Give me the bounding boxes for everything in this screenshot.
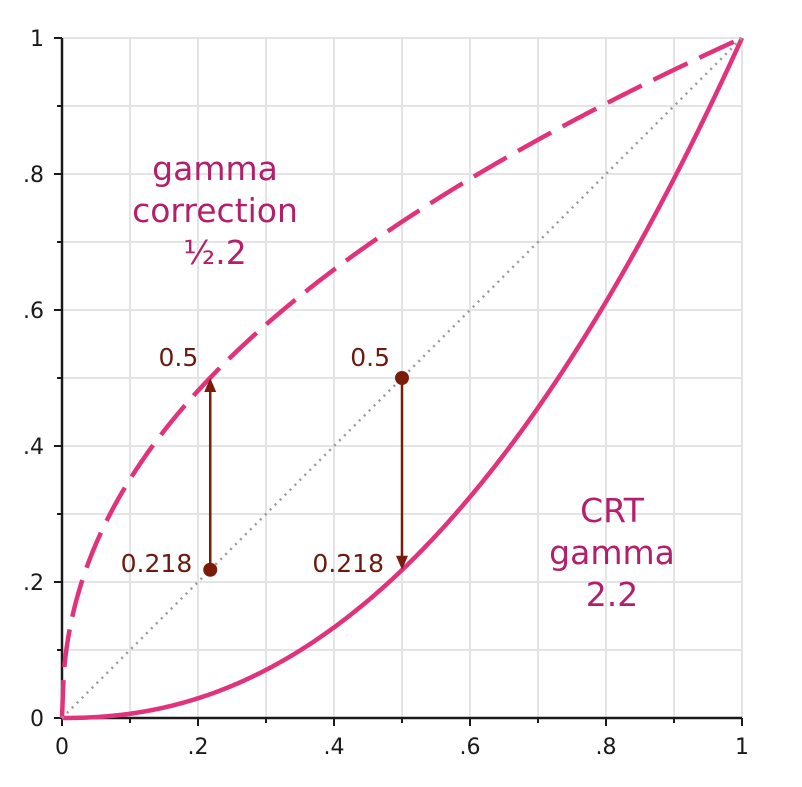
y-tick-labels: 0 .2 .4 .6 .8 1 — [23, 27, 44, 732]
marker-arrowhead — [396, 555, 408, 570]
curve-label-line: gamma — [549, 533, 675, 572]
y-tick-label: .6 — [23, 299, 44, 324]
grid — [62, 37, 743, 718]
curve-label-line: CRT — [580, 491, 645, 530]
x-tick-label: .2 — [188, 735, 209, 760]
gamma-correction-curve — [59, 35, 743, 719]
marker-label-high: 0.5 — [158, 343, 198, 372]
x-tick-label: .4 — [324, 735, 345, 760]
y-tick-label: .8 — [23, 163, 44, 188]
marker-label-low: 0.218 — [312, 549, 384, 578]
x-tick-label: .8 — [596, 735, 617, 760]
curve-label-line: ½.2 — [183, 233, 246, 272]
axes — [54, 37, 743, 726]
x-tick-label: 0 — [55, 735, 69, 760]
curve-label-line: gamma — [152, 149, 278, 188]
y-tick-label: 1 — [30, 27, 44, 52]
markers: 0.218 0.5 0.218 0.5 — [121, 343, 409, 578]
y-tick-label: .4 — [23, 435, 44, 460]
curves — [59, 35, 745, 721]
x-tick-label: .6 — [460, 735, 481, 760]
curve-label-line: correction — [132, 191, 298, 230]
crt-gamma-curve — [62, 37, 745, 721]
y-tick-label: .2 — [23, 571, 44, 596]
marker-arrowhead — [204, 378, 217, 392]
x-tick-label: 1 — [735, 735, 749, 760]
y-tick-label: 0 — [30, 707, 44, 732]
curve-label-line: 2.2 — [586, 575, 638, 614]
x-tick-labels: 0 .2 .4 .6 .8 1 — [55, 735, 749, 760]
marker-label-high: 0.5 — [350, 343, 390, 372]
marker-label-low: 0.218 — [121, 549, 193, 578]
